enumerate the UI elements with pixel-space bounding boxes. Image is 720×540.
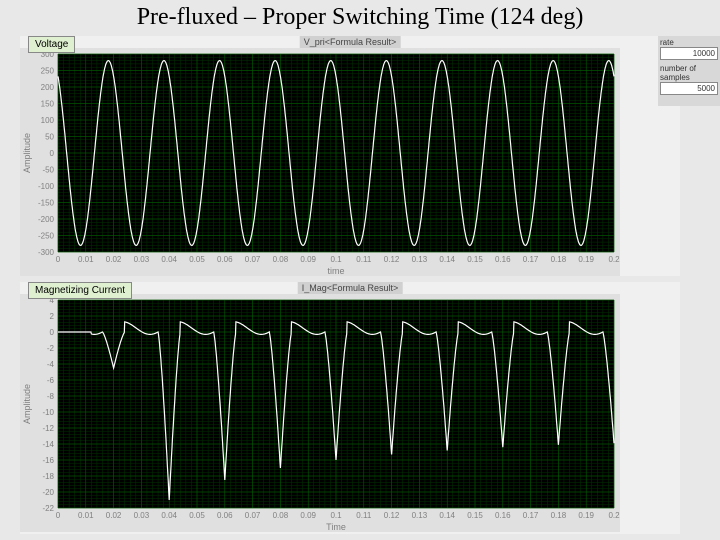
- svg-text:-22: -22: [42, 504, 54, 513]
- svg-text:0.13: 0.13: [412, 255, 428, 264]
- svg-text:-4: -4: [47, 360, 55, 369]
- svg-text:-2: -2: [47, 344, 55, 353]
- bottom-axis-frame: 0 0.01 0.02 0.03 0.04 0.05 0.06 0.07 0.08 0.09 0.1…: [20, 294, 620, 532]
- svg-text:0: 0: [50, 149, 55, 158]
- svg-text:-12: -12: [42, 424, 54, 433]
- svg-text:0.17: 0.17: [523, 255, 539, 264]
- svg-text:0.15: 0.15: [467, 511, 483, 520]
- svg-text:0.2: 0.2: [608, 255, 620, 264]
- svg-text:0.19: 0.19: [578, 255, 594, 264]
- svg-text:0.14: 0.14: [439, 255, 455, 264]
- svg-text:0.12: 0.12: [384, 511, 400, 520]
- top-scope-title: V_pri<Formula Result>: [300, 36, 401, 48]
- svg-text:0.03: 0.03: [134, 255, 150, 264]
- svg-text:-50: -50: [42, 166, 54, 175]
- svg-text:0.1: 0.1: [330, 511, 342, 520]
- svg-text:0.16: 0.16: [495, 255, 511, 264]
- svg-text:0.06: 0.06: [217, 511, 233, 520]
- top-panel: V_pri<Formula Result> rate 10000 number …: [20, 36, 680, 276]
- svg-text:0.07: 0.07: [245, 255, 261, 264]
- svg-text:-200: -200: [38, 215, 55, 224]
- svg-text:-6: -6: [47, 376, 55, 385]
- svg-text:2: 2: [50, 312, 55, 321]
- rate-label: rate: [660, 38, 718, 47]
- svg-text:0: 0: [56, 255, 61, 264]
- svg-text:150: 150: [41, 100, 55, 109]
- svg-text:-18: -18: [42, 472, 54, 481]
- svg-text:0.19: 0.19: [578, 511, 594, 520]
- svg-text:0.07: 0.07: [245, 511, 261, 520]
- svg-text:0.13: 0.13: [412, 511, 428, 520]
- svg-text:-20: -20: [42, 488, 54, 497]
- svg-text:100: 100: [41, 116, 55, 125]
- svg-text:0.1: 0.1: [330, 255, 342, 264]
- svg-text:0.18: 0.18: [551, 511, 567, 520]
- svg-text:-16: -16: [42, 456, 54, 465]
- svg-text:0.05: 0.05: [189, 255, 205, 264]
- svg-text:Amplitude: Amplitude: [22, 133, 32, 173]
- svg-text:0.02: 0.02: [106, 511, 122, 520]
- svg-text:-100: -100: [38, 182, 55, 191]
- svg-text:0.11: 0.11: [356, 511, 372, 520]
- svg-text:0: 0: [50, 328, 55, 337]
- svg-text:-150: -150: [38, 199, 55, 208]
- svg-text:0.01: 0.01: [78, 255, 94, 264]
- voltage-badge: Voltage: [28, 36, 75, 53]
- svg-text:-300: -300: [38, 248, 55, 257]
- rate-value: 10000: [660, 47, 718, 60]
- voltage-chart: 0 0.01 0.02 0.03 0.04 0.05 0.06 0.07 0.08 0.09 0.1…: [20, 48, 620, 276]
- svg-text:-250: -250: [38, 232, 55, 241]
- svg-text:0.12: 0.12: [384, 255, 400, 264]
- top-axis-frame: 0 0.01 0.02 0.03 0.04 0.05 0.06 0.07 0.08 0.09 0.1…: [20, 48, 620, 276]
- current-badge: Magnetizing Current: [28, 282, 132, 299]
- svg-text:-14: -14: [42, 440, 54, 449]
- svg-text:0.17: 0.17: [523, 511, 539, 520]
- svg-text:Amplitude: Amplitude: [22, 384, 32, 424]
- svg-text:0.03: 0.03: [134, 511, 150, 520]
- top-side-panel: rate 10000 number of samples 5000: [658, 36, 720, 106]
- svg-text:0.08: 0.08: [273, 511, 289, 520]
- svg-text:0.08: 0.08: [273, 255, 289, 264]
- current-chart: 0 0.01 0.02 0.03 0.04 0.05 0.06 0.07 0.08 0.09 0.1…: [20, 294, 620, 532]
- svg-text:50: 50: [45, 133, 54, 142]
- svg-text:250: 250: [41, 67, 55, 76]
- samples-label: number of samples: [660, 64, 718, 82]
- svg-text:0.18: 0.18: [551, 255, 567, 264]
- bottom-scope-title: I_Mag<Formula Result>: [298, 282, 403, 294]
- svg-text:0.09: 0.09: [300, 511, 316, 520]
- svg-text:0: 0: [56, 511, 61, 520]
- svg-text:0.02: 0.02: [106, 255, 122, 264]
- svg-text:0.04: 0.04: [161, 511, 177, 520]
- svg-text:0.15: 0.15: [467, 255, 483, 264]
- svg-text:200: 200: [41, 83, 55, 92]
- bottom-panel: I_Mag<Formula Result> 00.010.020.030.040…: [20, 282, 680, 534]
- svg-text:-10: -10: [42, 408, 54, 417]
- svg-text:-8: -8: [47, 392, 55, 401]
- page-title: Pre-fluxed – Proper Switching Time (124 …: [0, 0, 720, 31]
- svg-text:0.2: 0.2: [608, 511, 620, 520]
- svg-text:0.05: 0.05: [189, 511, 205, 520]
- svg-text:0.04: 0.04: [161, 255, 177, 264]
- svg-text:0.01: 0.01: [78, 511, 94, 520]
- svg-text:Time: Time: [326, 522, 346, 532]
- slide: Pre-fluxed – Proper Switching Time (124 …: [0, 0, 720, 540]
- svg-text:0.16: 0.16: [495, 511, 511, 520]
- svg-text:0.06: 0.06: [217, 255, 233, 264]
- svg-text:0.09: 0.09: [300, 255, 316, 264]
- svg-text:time: time: [327, 266, 344, 276]
- svg-text:0.14: 0.14: [439, 511, 455, 520]
- svg-text:0.11: 0.11: [356, 255, 372, 264]
- samples-value: 5000: [660, 82, 718, 95]
